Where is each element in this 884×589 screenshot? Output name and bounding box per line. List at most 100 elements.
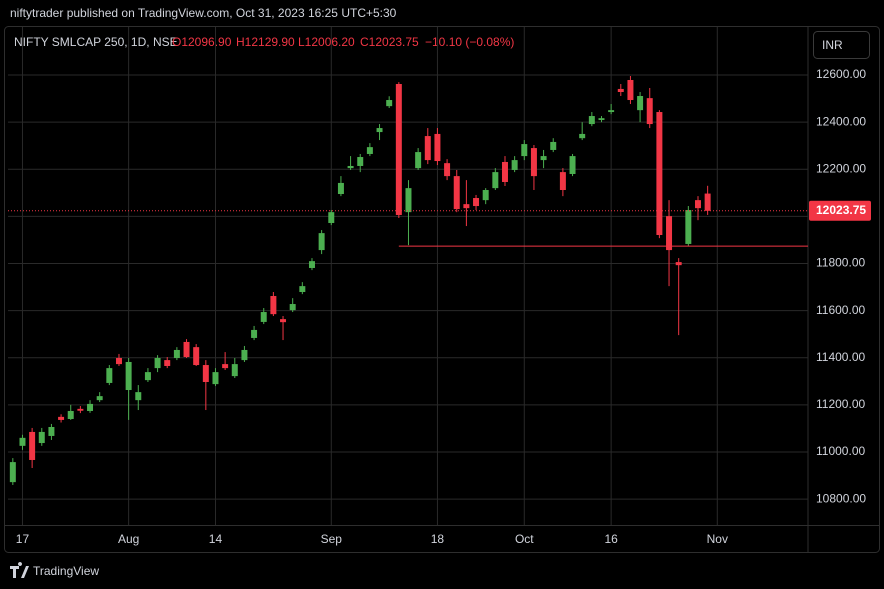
candle-body bbox=[125, 361, 132, 391]
y-tick-label: 12200.00 bbox=[816, 161, 866, 175]
candle-body bbox=[637, 96, 644, 111]
candle-body bbox=[366, 147, 373, 154]
candle-body bbox=[202, 365, 209, 383]
candle-body bbox=[415, 152, 422, 169]
candle-body bbox=[67, 410, 74, 419]
candle-body bbox=[58, 416, 65, 420]
y-tick-label: 11800.00 bbox=[816, 256, 865, 270]
candle-body bbox=[173, 349, 180, 358]
brand-logo bbox=[10, 562, 29, 578]
candle-body bbox=[144, 372, 151, 381]
candle-body bbox=[405, 188, 412, 213]
x-tick-label: Nov bbox=[707, 532, 728, 546]
candle-body bbox=[96, 396, 103, 401]
candle-body bbox=[685, 210, 692, 244]
candle-body bbox=[608, 110, 615, 113]
candle-body bbox=[337, 182, 344, 195]
x-tick-label: Aug bbox=[118, 532, 139, 546]
candle-body bbox=[106, 368, 113, 383]
candle-body bbox=[280, 319, 287, 323]
x-tick-label: Oct bbox=[515, 532, 534, 546]
x-tick-label: 14 bbox=[209, 532, 223, 546]
x-tick-label: 16 bbox=[604, 532, 618, 546]
candle-body bbox=[424, 136, 431, 161]
x-tick-label: Sep bbox=[321, 532, 343, 546]
legend-high: H12129.90 bbox=[236, 35, 295, 49]
candle-body bbox=[588, 116, 595, 125]
candle-body bbox=[164, 360, 171, 366]
candle-body bbox=[453, 176, 460, 210]
candle-body bbox=[617, 88, 624, 93]
x-tick-label: 17 bbox=[16, 532, 30, 546]
candle-body bbox=[270, 296, 277, 315]
y-tick-label: 11400.00 bbox=[816, 350, 865, 364]
candle-body bbox=[463, 204, 470, 209]
legend-change: −10.10 (−0.08%) bbox=[425, 35, 514, 49]
candle-body bbox=[550, 141, 557, 150]
y-tick-label: 12600.00 bbox=[816, 67, 866, 81]
candle-body bbox=[251, 329, 258, 338]
candle-body bbox=[540, 156, 547, 161]
brand: TradingView bbox=[33, 564, 99, 578]
candle-body bbox=[308, 261, 315, 268]
candle-body bbox=[289, 304, 296, 311]
candle-body bbox=[115, 357, 122, 365]
candle-body bbox=[193, 347, 200, 366]
candle-body bbox=[530, 148, 537, 177]
symbol: NIFTY SMLCAP 250, 1D, NSE bbox=[14, 35, 178, 49]
candle-body bbox=[511, 160, 518, 170]
candle-body bbox=[9, 462, 16, 483]
y-tick-label: 10800.00 bbox=[816, 491, 866, 505]
currency[interactable]: INR bbox=[822, 38, 843, 52]
candle-body bbox=[154, 357, 161, 369]
candle-body bbox=[492, 172, 499, 189]
legend-close: C12023.75 bbox=[360, 35, 419, 49]
candle-body bbox=[38, 431, 45, 444]
candle-body bbox=[241, 349, 248, 361]
candle-body bbox=[328, 212, 335, 223]
candle-body bbox=[444, 163, 451, 177]
y-tick-label: 12400.00 bbox=[816, 114, 866, 128]
candle-body bbox=[704, 193, 711, 211]
candle-body bbox=[135, 392, 142, 401]
x-tick-label: 18 bbox=[431, 532, 445, 546]
candle-body bbox=[646, 98, 653, 125]
candle-body bbox=[318, 233, 325, 251]
candle-body bbox=[434, 133, 441, 162]
candle-body bbox=[357, 157, 364, 166]
candle-body bbox=[183, 341, 190, 358]
candle-body bbox=[386, 100, 393, 107]
candle-body bbox=[77, 408, 84, 411]
candle-body bbox=[627, 79, 634, 101]
candle-body bbox=[598, 118, 605, 121]
candle-body bbox=[19, 437, 26, 446]
candle-body bbox=[48, 427, 55, 436]
publisher-line: niftytrader published on TradingView.com… bbox=[10, 6, 397, 20]
candle-body bbox=[569, 156, 576, 174]
candle-body bbox=[521, 144, 528, 157]
last-price-label: 12023.75 bbox=[816, 203, 866, 217]
candle-body bbox=[675, 262, 682, 266]
y-tick-label: 11000.00 bbox=[816, 444, 865, 458]
currency-button[interactable] bbox=[813, 31, 870, 59]
plot-area bbox=[8, 27, 808, 525]
y-tick-label: 11200.00 bbox=[816, 397, 865, 411]
candle-body bbox=[376, 128, 383, 133]
candle-body bbox=[501, 161, 508, 182]
last-price-box bbox=[809, 200, 871, 221]
candle-body bbox=[559, 172, 566, 191]
candle-body bbox=[482, 190, 489, 201]
y-tick-label: 11600.00 bbox=[816, 303, 865, 317]
candle-body bbox=[395, 84, 402, 215]
candle-body bbox=[579, 133, 586, 139]
legend-open: O12096.90 bbox=[172, 35, 232, 49]
candle-body bbox=[29, 431, 36, 460]
candle-body bbox=[212, 372, 219, 385]
candle-body bbox=[299, 286, 306, 293]
candle-body bbox=[260, 312, 267, 322]
candle-body bbox=[222, 364, 229, 369]
candle-body bbox=[656, 112, 663, 236]
